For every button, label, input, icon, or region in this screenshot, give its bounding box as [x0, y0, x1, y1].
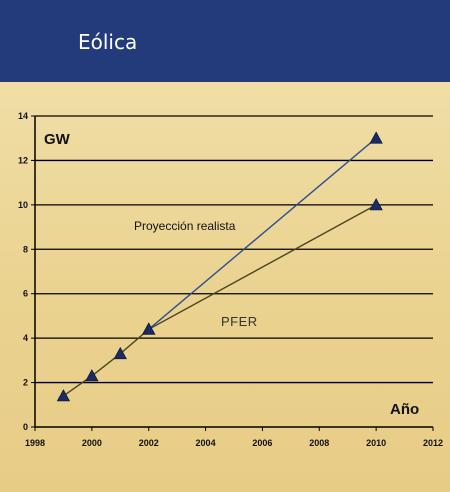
x-tick-2008: 2008	[309, 438, 329, 448]
y-tick-8: 8	[23, 244, 28, 254]
y-tick-2: 2	[23, 378, 28, 388]
y-tick-6: 6	[23, 289, 28, 299]
x-tick-2004: 2004	[196, 438, 216, 448]
x-tick-2000: 2000	[82, 438, 102, 448]
y-tick-14: 14	[18, 111, 28, 121]
data-point-pfer-2010	[369, 198, 383, 211]
x-tick-2010: 2010	[366, 438, 386, 448]
y-tick-12: 12	[18, 155, 28, 165]
header-bar: Eólica	[0, 0, 450, 82]
series-lines	[62, 137, 377, 397]
data-point-pfer-2002	[142, 322, 156, 335]
axes	[31, 115, 434, 431]
y-axis-unit: GW	[44, 131, 71, 148]
page-title: Eólica	[78, 30, 138, 54]
data-point-realista-2010	[369, 131, 383, 144]
y-tick-4: 4	[23, 333, 28, 343]
series-markers	[56, 131, 383, 402]
x-tick-labels: 1998 2000 2002 2004 2006 2008 2010 2012	[25, 438, 443, 448]
data-point-pfer-2000	[85, 369, 99, 382]
series-label-realista: Proyección realista	[134, 219, 236, 233]
series-line-realista	[148, 137, 377, 330]
y-tick-10: 10	[18, 200, 28, 210]
data-point-pfer-2001	[113, 346, 127, 360]
x-tick-2002: 2002	[139, 438, 159, 448]
x-tick-2012: 2012	[423, 438, 443, 448]
series-label-pfer: PFER	[221, 314, 258, 329]
x-axis-unit: Año	[390, 401, 419, 418]
data-point-pfer-1999	[56, 389, 71, 402]
x-tick-2006: 2006	[252, 438, 272, 448]
series-line-pfer	[62, 204, 377, 397]
y-tick-labels: 0 2 4 6 8 10 12 14	[18, 111, 28, 432]
y-tick-0: 0	[23, 422, 28, 432]
x-tick-1998: 1998	[25, 438, 45, 448]
gridlines	[35, 115, 433, 384]
